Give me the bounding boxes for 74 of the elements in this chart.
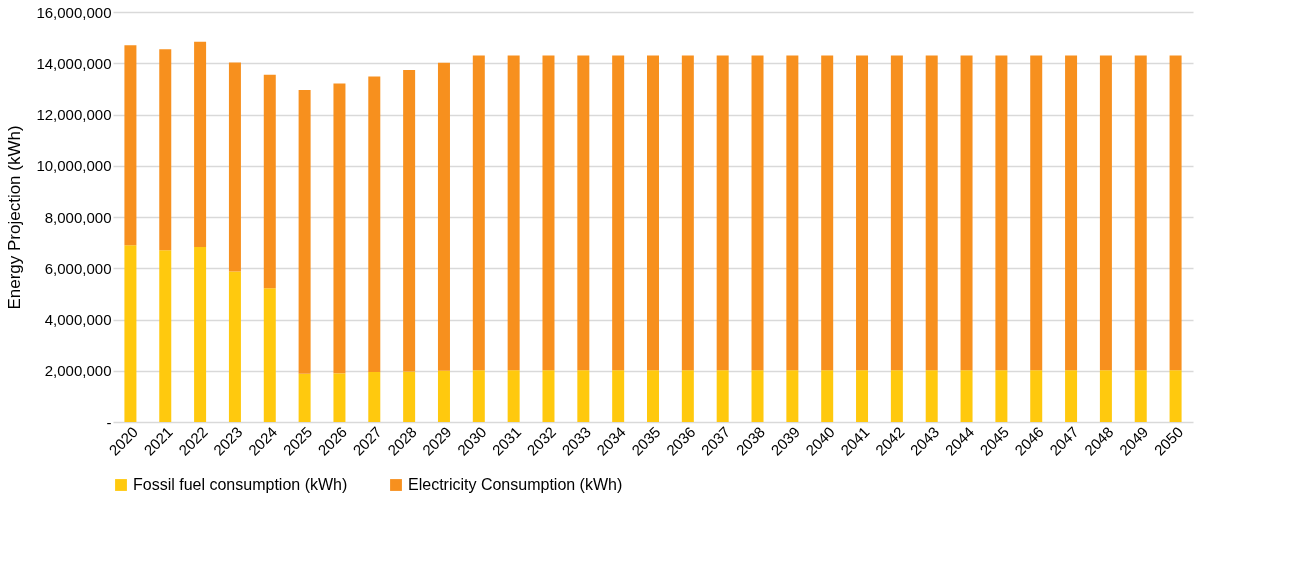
bar [647,55,659,371]
bar [1030,55,1043,371]
bar [333,373,346,422]
bar [925,55,938,371]
bar [995,55,1008,371]
y-tick-label: 10,000,000 [36,157,112,175]
bar [716,370,729,422]
y-tick-label: 8,000,000 [44,208,112,226]
bar [1169,55,1182,371]
bar [716,55,729,371]
legend-label: Fossil fuel consumption (kWh) [133,476,348,493]
bar [890,370,903,422]
bar [751,370,764,422]
bar [263,288,276,422]
bar [681,55,694,371]
bar [960,55,973,371]
bar [368,76,381,373]
bar [437,62,450,371]
bar [995,370,1008,422]
bar [1134,55,1147,371]
y-tick-label: - [106,413,112,431]
bar [1169,370,1182,422]
bar [751,55,764,371]
bar [228,62,241,272]
bar [786,55,799,371]
bar [542,55,555,371]
bar [472,370,485,422]
bar [194,41,207,247]
bar [1134,370,1147,422]
bar [333,83,346,374]
bar [228,271,241,422]
y-tick-label: 16,000,000 [36,3,112,21]
bar [298,89,311,374]
bar [577,370,590,422]
bar [612,55,625,371]
bar [472,55,485,371]
legend-label: Electricity Consumption (kWh) [408,476,623,493]
bar [1030,370,1043,422]
bar [1099,370,1112,422]
bar [437,370,450,422]
y-tick-label: 2,000,000 [44,362,112,380]
bar [263,74,276,289]
bar [124,245,137,422]
bar [507,55,520,371]
bar [1065,370,1078,422]
bar [647,370,659,422]
y-tick-label: 4,000,000 [44,311,112,328]
bar [368,372,381,422]
bar [298,373,311,422]
bar [1065,55,1078,371]
bar [1099,55,1112,371]
bar [856,370,869,422]
bar [856,55,869,371]
bar [507,370,520,422]
bar [577,55,590,371]
bar [821,370,834,422]
y-tick-label: 6,000,000 [44,259,112,277]
bar [786,370,799,422]
bar [403,371,416,422]
bar [612,370,625,422]
bar [890,55,903,371]
y-axis-title: Energy Projection (kWh) [5,125,25,310]
bar [681,370,694,422]
bar [925,370,938,422]
bar [403,69,416,372]
bar [960,370,973,422]
bar [821,55,834,371]
bar [542,370,555,422]
y-tick-label: 12,000,000 [36,106,112,123]
bar [124,45,137,246]
bar [159,250,172,422]
bar [159,49,172,251]
bar [194,246,207,422]
y-tick-label: 14,000,000 [36,54,112,72]
